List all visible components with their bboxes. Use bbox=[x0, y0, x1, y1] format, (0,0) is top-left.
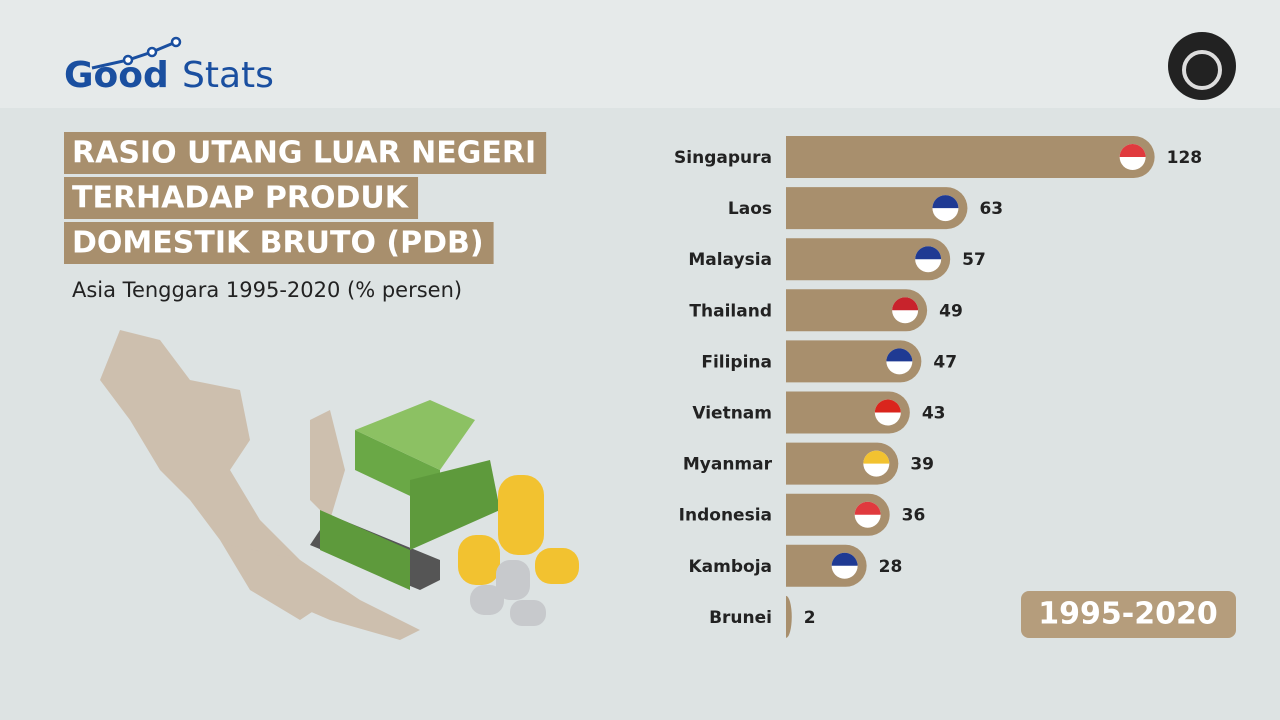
cash-stack bbox=[320, 510, 410, 590]
flag-color bbox=[915, 246, 942, 260]
value-label: 39 bbox=[910, 455, 934, 475]
flag-color bbox=[892, 297, 919, 311]
map-islands bbox=[230, 545, 420, 640]
money-illustration bbox=[310, 400, 579, 626]
map-illustration bbox=[100, 330, 420, 640]
bar bbox=[786, 238, 951, 281]
coin-stack bbox=[535, 548, 579, 584]
value-label: 28 bbox=[879, 557, 903, 577]
bar bbox=[786, 391, 910, 434]
cash-stack bbox=[410, 460, 500, 550]
flag-color bbox=[1119, 144, 1146, 157]
subtitle: Asia Tenggara 1995-2020 (% persen) bbox=[72, 278, 462, 302]
logo: Good Stats bbox=[64, 36, 274, 96]
flag-color bbox=[854, 501, 881, 515]
bar bbox=[786, 187, 968, 230]
bar bbox=[786, 289, 928, 332]
title-highlight bbox=[64, 222, 494, 264]
category-label: Brunei bbox=[709, 608, 772, 628]
bar bbox=[786, 340, 922, 383]
value-label: 57 bbox=[962, 250, 986, 270]
emblem-ring bbox=[1182, 50, 1222, 90]
value-label: 2 bbox=[804, 608, 816, 628]
value-label: 47 bbox=[933, 352, 957, 372]
flag-color bbox=[886, 348, 913, 362]
emblem bbox=[1168, 32, 1236, 100]
flag-color bbox=[874, 399, 901, 413]
coin-stack bbox=[498, 475, 544, 555]
coin-stack bbox=[470, 585, 504, 615]
emblem-circle bbox=[1168, 32, 1236, 100]
flag-color bbox=[831, 552, 858, 566]
category-label: Filipina bbox=[701, 352, 772, 372]
value-label: 49 bbox=[939, 301, 963, 321]
logo-dot bbox=[170, 36, 182, 48]
title-highlight bbox=[64, 132, 547, 174]
header-band bbox=[0, 0, 1280, 108]
title-line: DOMESTIK BRUTO (PDB) bbox=[72, 226, 484, 261]
category-label: Singapura bbox=[674, 148, 772, 168]
bar bbox=[786, 136, 1155, 178]
category-label: Vietnam bbox=[692, 404, 772, 424]
value-label: 36 bbox=[902, 506, 926, 526]
logo-dot bbox=[122, 54, 134, 66]
map-philippines bbox=[310, 410, 345, 520]
category-label: Laos bbox=[728, 199, 772, 219]
category-label: Myanmar bbox=[683, 455, 773, 475]
value-label: 128 bbox=[1167, 148, 1203, 168]
logo-text-light: Stats bbox=[182, 55, 274, 96]
map-mainland bbox=[100, 330, 330, 620]
title-line: RASIO UTANG LUAR NEGERI bbox=[72, 136, 536, 171]
coin-stack bbox=[510, 600, 546, 626]
period-badge bbox=[1021, 591, 1236, 638]
title-block: RASIO UTANG LUAR NEGERI TERHADAP PRODUK DO… bbox=[64, 132, 547, 264]
flag-color bbox=[863, 450, 890, 464]
value-label: 43 bbox=[922, 404, 946, 424]
logo-line bbox=[91, 40, 177, 70]
logo-dot bbox=[146, 46, 158, 58]
bar bbox=[786, 595, 792, 638]
cash-top bbox=[355, 400, 475, 470]
coin-stack bbox=[496, 560, 530, 600]
coin-stack bbox=[458, 535, 500, 585]
title-line: TERHADAP PRODUK bbox=[72, 181, 410, 216]
bar-chart: Singapura 128 Laos 63 Malaysia 57 Thailand 49 Fi… bbox=[674, 136, 1202, 638]
period-label: 1995-2020 bbox=[1038, 597, 1217, 632]
category-label: Indonesia bbox=[679, 506, 772, 526]
flag-color bbox=[932, 195, 959, 209]
logo-text-bold: Good bbox=[64, 55, 169, 96]
category-label: Kamboja bbox=[688, 557, 772, 577]
category-label: Thailand bbox=[689, 301, 772, 321]
category-label: Malaysia bbox=[688, 250, 772, 270]
title-highlight bbox=[64, 177, 419, 219]
value-label: 63 bbox=[979, 199, 1003, 219]
